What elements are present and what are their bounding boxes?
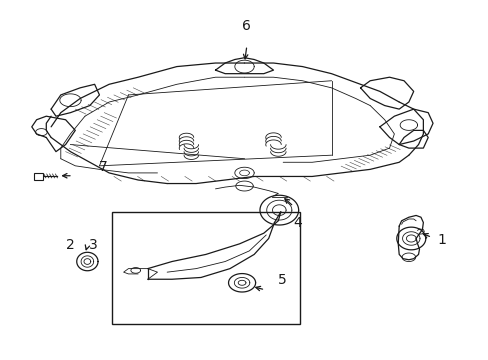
Text: 6: 6 <box>242 19 251 33</box>
Text: 2: 2 <box>65 238 74 252</box>
Text: 7: 7 <box>98 159 107 174</box>
Bar <box>111 212 300 324</box>
Text: 5: 5 <box>278 273 286 287</box>
Text: 3: 3 <box>89 238 98 252</box>
FancyBboxPatch shape <box>34 173 43 180</box>
Text: 4: 4 <box>292 216 301 230</box>
Text: 1: 1 <box>437 233 446 247</box>
